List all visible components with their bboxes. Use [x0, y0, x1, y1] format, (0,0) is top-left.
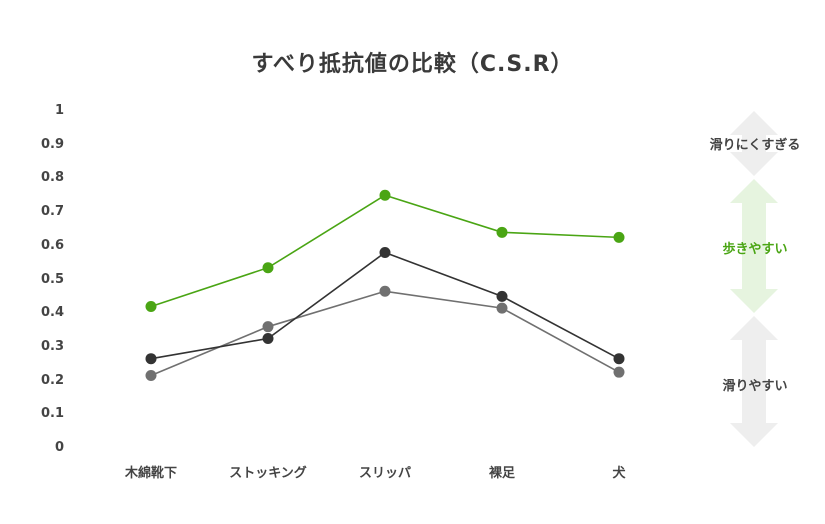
y-tick-label: 0.3	[40, 338, 64, 354]
y-tick-label: 0.8	[40, 170, 64, 186]
y-tick-label: 0.4	[40, 305, 64, 321]
x-tick-label: スリッパ	[358, 466, 411, 481]
zone-label: 歩きやすい	[722, 242, 788, 257]
series-gray-point	[379, 285, 391, 297]
series-green-point	[496, 226, 508, 238]
y-tick-label: 1	[54, 103, 64, 118]
y-tick-label: 0	[54, 440, 64, 455]
series-dark-point	[613, 353, 625, 365]
series-gray-point	[262, 321, 274, 333]
y-tick-label: 0.2	[40, 372, 64, 388]
series-green-point	[379, 189, 391, 201]
series-green-point	[145, 300, 157, 312]
series-gray-point	[613, 366, 625, 378]
x-tick-label: ストッキング	[229, 466, 307, 481]
series-dark-point	[379, 247, 391, 259]
chart-title: すべり抵抗値の比較（C.S.R）	[251, 52, 574, 77]
y-tick-label: 0.7	[40, 204, 64, 220]
series-gray-line	[150, 290, 620, 377]
series-gray-point	[496, 302, 508, 314]
x-tick-label: 木綿靴下	[124, 466, 177, 481]
y-tick-label: 0.5	[40, 271, 64, 287]
series-dark-point	[496, 290, 508, 302]
zone-arrow-icon	[730, 316, 778, 447]
series-dark-point	[145, 353, 157, 365]
zone-arrow-icon	[730, 111, 778, 176]
y-tick-label: 0.9	[40, 136, 64, 152]
x-tick-label: 犬	[612, 466, 626, 481]
zone-arrows	[730, 111, 778, 447]
series-green-point	[613, 231, 625, 243]
zone-arrow-icon	[730, 179, 778, 313]
y-tick-label: 0.6	[40, 237, 64, 253]
series-gray-point	[145, 370, 157, 382]
y-tick-label: 0.1	[40, 406, 64, 422]
series-dark-point	[262, 332, 274, 344]
zone-label: 滑りやすい	[722, 379, 788, 394]
x-tick-label: 裸足	[488, 466, 515, 481]
series-lines	[145, 189, 625, 382]
series-green-point	[262, 262, 274, 274]
series-dark-line	[150, 251, 620, 360]
zone-label: 滑りにくすぎる	[709, 138, 801, 153]
